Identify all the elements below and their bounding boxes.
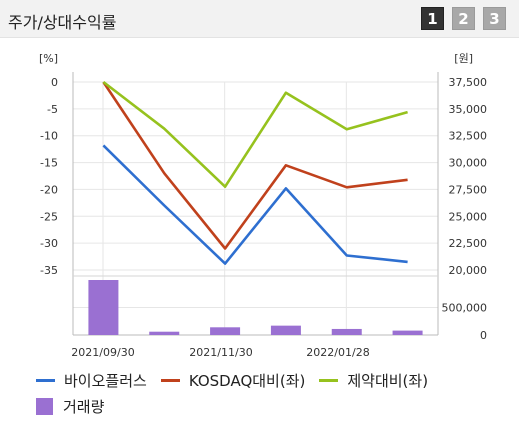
left-tick-label: -10: [40, 130, 58, 143]
right-tick-label: 25,000: [449, 210, 488, 223]
page-tabs: 1 2 3: [421, 7, 506, 30]
x-axis-ticks: 2021/09/30 2021/11/30 2022/01/28: [71, 346, 369, 359]
right-axis-ticks: 37,500 35,000 32,500 30,000 27,500 25,000 22,5…: [449, 76, 488, 277]
left-tick-label: -30: [40, 237, 58, 250]
volume-bar: [270, 325, 301, 335]
volume-bar: [210, 327, 241, 335]
tab-2[interactable]: 2: [452, 7, 475, 30]
volume-bar: [392, 330, 423, 335]
legend-item-kosdaq: KOSDAQ대비(좌): [160, 370, 306, 391]
x-tick-label: 2021/09/30: [71, 346, 134, 359]
legend-item-pharma: 제약대비(좌): [319, 370, 428, 391]
series-lines: [102, 80, 408, 265]
right-tick-label: 35,000: [449, 103, 488, 116]
right-axis-unit: [원]: [454, 52, 473, 65]
volume-bar: [149, 331, 180, 335]
legend: 바이오플러스 KOSDAQ대비(좌) 제약대비(좌) 거래량: [36, 368, 442, 420]
chart-title: 주가/상대수익률: [8, 13, 117, 32]
series-line-1: [102, 144, 408, 265]
left-tick-label: -15: [40, 157, 58, 170]
legend-label-pharma: 제약대비(좌): [347, 371, 429, 390]
volume-axis-ticks: 500,000 0: [442, 302, 488, 343]
volume-tick-label: 0: [480, 329, 487, 342]
legend-label-kosdaq: KOSDAQ대비(좌): [188, 371, 306, 390]
legend-label-bioplus: 바이오플러스: [64, 371, 147, 390]
series-line-3: [102, 80, 408, 188]
right-tick-label: 32,500: [449, 130, 488, 143]
legend-item-volume: 거래량: [36, 396, 104, 417]
volume-bar: [88, 280, 119, 335]
axes: [72, 72, 439, 336]
x-tick-label: 2021/11/30: [189, 346, 252, 359]
tab-3[interactable]: 3: [483, 7, 506, 30]
right-tick-label: 30,000: [449, 157, 488, 170]
volume-tick-label: 500,000: [442, 302, 488, 315]
chart-header: 주가/상대수익률 1 2 3: [0, 0, 519, 38]
right-tick-label: 27,500: [449, 183, 488, 196]
left-tick-label: -25: [40, 210, 58, 223]
legend-swatch-volume: [36, 397, 53, 415]
x-tick-label: 2022/01/28: [306, 346, 369, 359]
left-axis-ticks: 0 -5 -10 -15 -20 -25 -30 -35: [40, 76, 58, 277]
series-line-2: [102, 81, 408, 250]
left-axis-unit: [%]: [39, 52, 58, 65]
grid-lines: [73, 81, 438, 335]
legend-swatch-pharma: [319, 378, 339, 382]
tab-1[interactable]: 1: [421, 7, 444, 30]
legend-item-bioplus: 바이오플러스: [36, 370, 147, 391]
volume-bar: [331, 328, 362, 335]
stock-chart: [%] [원] 0 -5 -10 -15 -20 -25 -30 -35 37,500 35,0…: [39, 52, 488, 359]
right-tick-label: 20,000: [449, 264, 488, 277]
left-tick-label: -35: [40, 264, 58, 277]
volume-bars: [88, 280, 423, 335]
left-tick-label: -20: [40, 183, 58, 196]
left-tick-label: 0: [51, 76, 58, 89]
left-tick-label: -5: [47, 103, 58, 116]
right-tick-label: 22,500: [449, 237, 488, 250]
legend-swatch-kosdaq: [160, 378, 180, 382]
right-tick-label: 37,500: [449, 76, 488, 89]
legend-swatch-bioplus: [36, 378, 55, 382]
legend-label-volume: 거래량: [63, 397, 105, 416]
